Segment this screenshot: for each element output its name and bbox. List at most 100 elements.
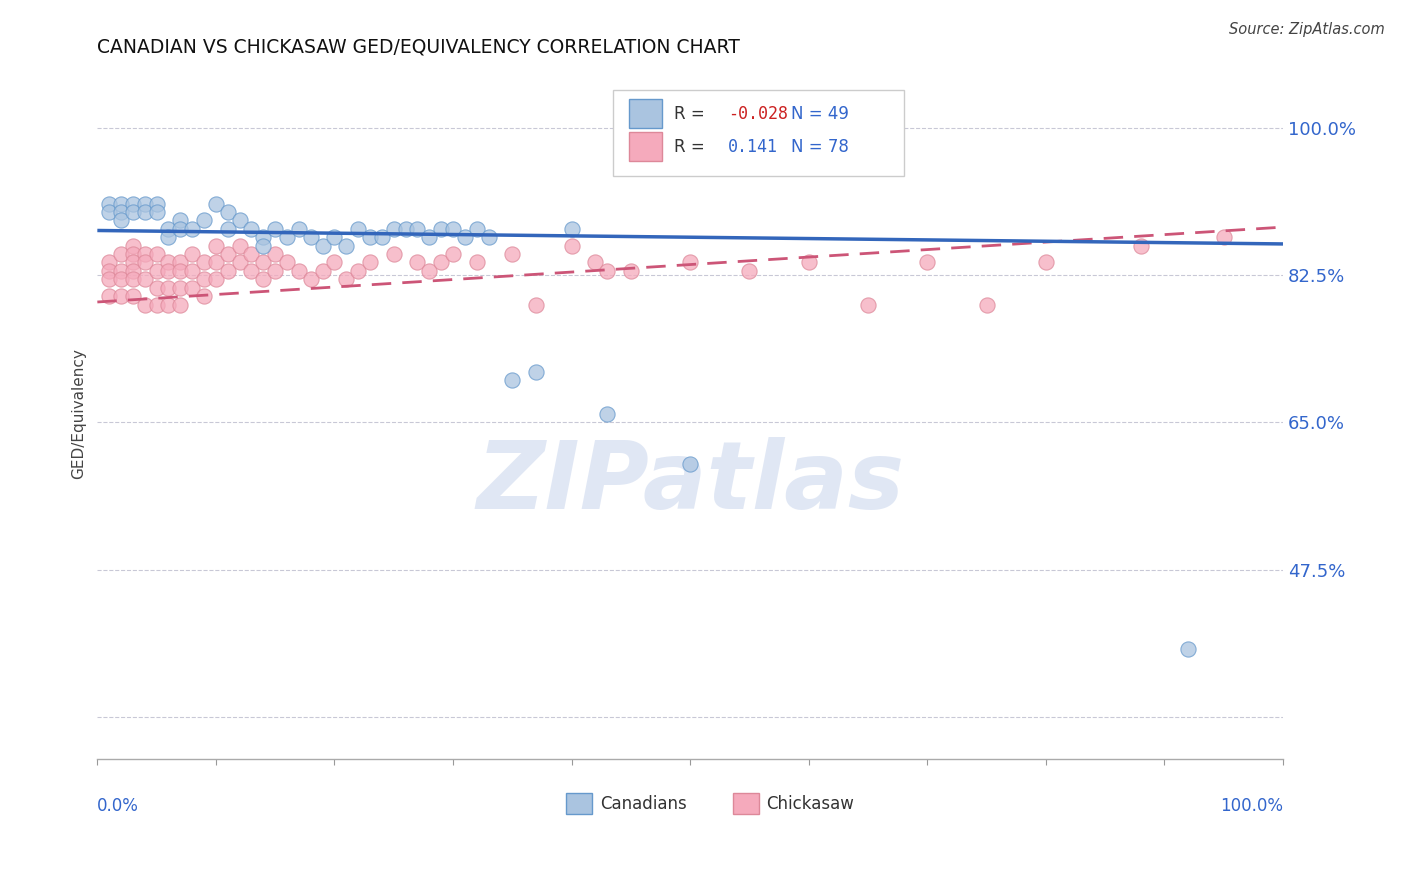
Point xyxy=(371,230,394,244)
Point xyxy=(240,222,263,236)
Point xyxy=(169,264,191,278)
Text: N = 78: N = 78 xyxy=(792,138,849,156)
Point xyxy=(98,196,121,211)
Point xyxy=(311,238,333,252)
Y-axis label: GED/Equivalency: GED/Equivalency xyxy=(72,349,86,479)
Point xyxy=(122,272,145,286)
Point xyxy=(110,289,132,303)
Point xyxy=(157,297,180,311)
Point xyxy=(134,272,156,286)
FancyBboxPatch shape xyxy=(565,793,592,814)
Point xyxy=(217,205,239,219)
Point xyxy=(347,222,370,236)
Point xyxy=(359,255,381,269)
Point xyxy=(193,255,215,269)
Point xyxy=(205,238,228,252)
Point xyxy=(205,255,228,269)
Point xyxy=(323,230,346,244)
Point xyxy=(596,264,619,278)
Point xyxy=(264,222,287,236)
Point xyxy=(347,264,370,278)
Point xyxy=(394,222,416,236)
Point xyxy=(157,222,180,236)
Point xyxy=(110,205,132,219)
Point xyxy=(122,196,145,211)
Point xyxy=(181,247,204,261)
Point xyxy=(276,230,298,244)
Point xyxy=(145,247,167,261)
Point xyxy=(418,230,440,244)
Text: ZIPatlas: ZIPatlas xyxy=(477,437,904,529)
Point xyxy=(240,264,263,278)
Point xyxy=(145,264,167,278)
Point xyxy=(122,289,145,303)
Point xyxy=(478,230,501,244)
Point xyxy=(430,255,453,269)
Point xyxy=(1035,255,1057,269)
FancyBboxPatch shape xyxy=(628,99,662,128)
Point xyxy=(561,238,583,252)
Point xyxy=(217,264,239,278)
Point xyxy=(145,297,167,311)
Point xyxy=(110,247,132,261)
Point xyxy=(134,196,156,211)
Point xyxy=(524,297,547,311)
Point xyxy=(323,255,346,269)
Point xyxy=(110,272,132,286)
Point xyxy=(240,247,263,261)
Point xyxy=(252,255,274,269)
Point xyxy=(917,255,939,269)
Point xyxy=(98,205,121,219)
Text: N = 49: N = 49 xyxy=(792,104,849,123)
FancyBboxPatch shape xyxy=(613,90,904,176)
Point xyxy=(299,272,322,286)
Point xyxy=(465,255,488,269)
Point xyxy=(311,264,333,278)
Point xyxy=(299,230,322,244)
Point xyxy=(441,247,464,261)
Point xyxy=(524,365,547,379)
Text: 100.0%: 100.0% xyxy=(1220,797,1284,814)
Point xyxy=(335,238,357,252)
Point xyxy=(98,255,121,269)
Point xyxy=(228,213,250,227)
Point xyxy=(679,255,702,269)
Point xyxy=(122,205,145,219)
Point xyxy=(217,222,239,236)
Point xyxy=(169,222,191,236)
Point xyxy=(98,272,121,286)
Point xyxy=(145,205,167,219)
Point xyxy=(181,281,204,295)
Point xyxy=(382,222,405,236)
Point xyxy=(596,407,619,421)
Point xyxy=(169,213,191,227)
Point xyxy=(583,255,606,269)
Point xyxy=(288,264,311,278)
Point xyxy=(122,238,145,252)
Point xyxy=(134,247,156,261)
Point xyxy=(856,297,879,311)
Point xyxy=(264,247,287,261)
Point xyxy=(797,255,820,269)
Point xyxy=(454,230,477,244)
Point xyxy=(110,213,132,227)
Point xyxy=(217,247,239,261)
Point xyxy=(157,230,180,244)
Text: 0.141: 0.141 xyxy=(728,138,778,156)
Point xyxy=(205,272,228,286)
Text: 0.0%: 0.0% xyxy=(97,797,139,814)
Text: R =: R = xyxy=(673,138,714,156)
Point xyxy=(122,255,145,269)
Point xyxy=(276,255,298,269)
Point xyxy=(976,297,998,311)
Point xyxy=(157,264,180,278)
Point xyxy=(406,255,429,269)
Point xyxy=(98,264,121,278)
Text: CANADIAN VS CHICKASAW GED/EQUIVALENCY CORRELATION CHART: CANADIAN VS CHICKASAW GED/EQUIVALENCY CO… xyxy=(97,37,740,56)
Point xyxy=(501,247,523,261)
Point xyxy=(134,205,156,219)
Point xyxy=(145,281,167,295)
Point xyxy=(1177,642,1199,657)
Point xyxy=(122,264,145,278)
Point xyxy=(145,196,167,211)
